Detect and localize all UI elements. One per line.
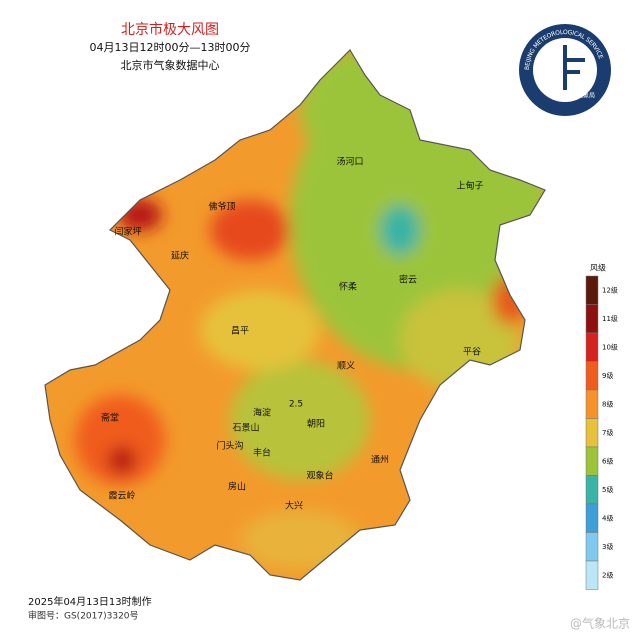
place-label: 平谷 [463, 347, 481, 358]
logo-name: 北京市气象局 [559, 92, 595, 100]
legend-label: 10级 [602, 342, 618, 351]
place-label: 斋堂 [101, 412, 119, 424]
place-label: 海淀 [253, 407, 271, 419]
place-label: 顺义 [337, 361, 355, 372]
legend-label: 5级 [602, 485, 613, 494]
place-label: 朝阳 [307, 419, 325, 430]
legend-label: 12级 [602, 285, 618, 294]
legend-swatch [585, 503, 599, 533]
title: 北京市极大风图 [121, 21, 219, 38]
legend-label: 8级 [602, 399, 613, 408]
legend-label: 3级 [602, 542, 613, 551]
place-label: 门头沟 [216, 440, 243, 452]
place-label: 佛爷顶 [208, 201, 235, 213]
legend-swatch [585, 361, 599, 391]
made-date: 2025年04月13日13时制作 [28, 595, 152, 608]
place-label: 密云 [399, 274, 417, 286]
place-label: 汤河口 [336, 156, 363, 168]
place-label: 延庆 [171, 250, 189, 262]
legend-title: 风级 [590, 263, 606, 273]
place-label: 怀柔 [339, 281, 357, 293]
source: 北京市气象数据中心 [121, 58, 220, 72]
legend-swatch [585, 532, 599, 562]
legend-label: 6级 [602, 456, 613, 465]
place-label: 通州 [371, 455, 389, 466]
legend-swatch [585, 446, 599, 476]
legend-label: 2级 [602, 570, 613, 579]
place-label: 丰台 [253, 447, 271, 459]
place-label: 昌平 [231, 326, 249, 337]
place-label: 霞云岭 [108, 490, 135, 502]
legend: 风级 12级 11级 10级 9级 8级 7级 6级 5级 4级 3级 2级 [585, 263, 618, 590]
watermark: @气象北京 [570, 616, 630, 631]
legend-swatch [585, 275, 599, 305]
legend-swatch [585, 389, 599, 419]
place-label: 石景山 [232, 423, 259, 434]
legend-swatch [585, 475, 599, 505]
legend-label: 11级 [602, 314, 618, 323]
legend-label: 9级 [602, 371, 613, 380]
place-label: 房山 [228, 481, 246, 493]
legend-swatch [585, 332, 599, 362]
legend-swatch [585, 304, 599, 334]
time-range: 04月13日12时00分—13时00分 [90, 41, 251, 54]
place-label: 观象台 [306, 470, 333, 482]
approval: 审图号：GS(2017)3320号 [28, 610, 139, 622]
logo: BEIJING METEOROLOGICAL SERVICE 北京市气象局 [519, 24, 611, 116]
place-label: 大兴 [285, 500, 303, 512]
legend-label: 7级 [602, 428, 613, 437]
place-label: 上甸子 [456, 180, 483, 192]
legend-label: 4级 [602, 513, 613, 522]
legend-swatch [585, 560, 599, 590]
places: 汤河口 上甸子 佛爷顶 闫家坪 延庆 怀柔 密云 昌平 顺义 平谷 斋堂 海淀 … [101, 156, 484, 512]
legend-swatch [585, 418, 599, 448]
place-label: 闫家坪 [114, 226, 141, 238]
place-label: 2.5 [289, 400, 303, 410]
